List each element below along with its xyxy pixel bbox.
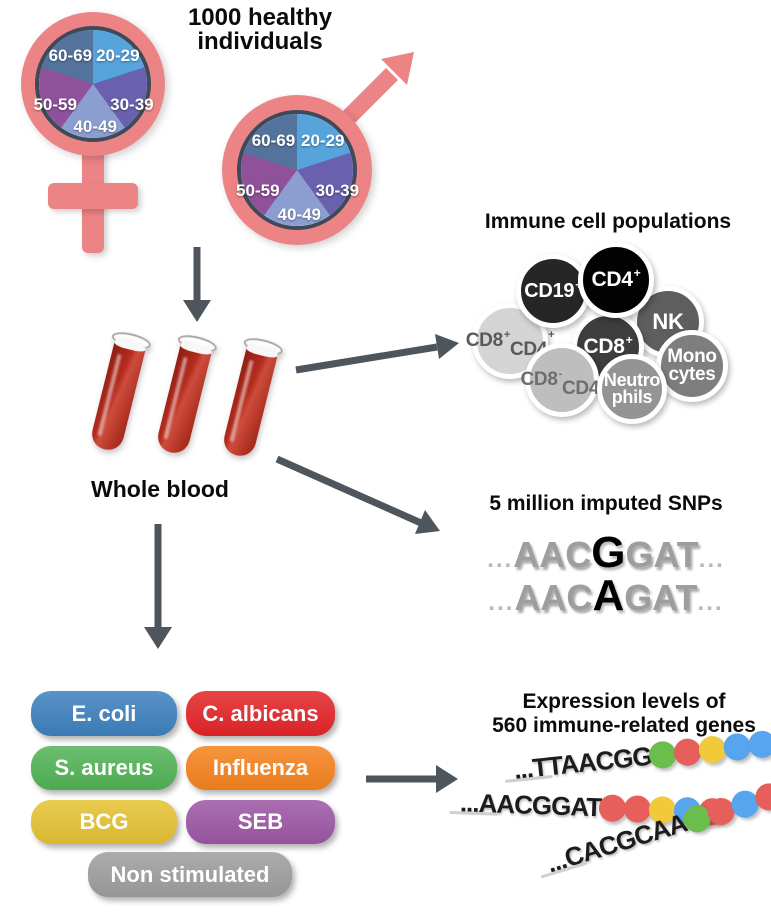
arrowhead bbox=[144, 627, 172, 649]
snp-variant-base: A bbox=[592, 571, 625, 620]
blood-tube-icon bbox=[84, 329, 153, 459]
female-age-pie: 20-29 30-39 40-49 50-59 60-69 bbox=[33, 26, 154, 142]
sequence-ellipsis: ... bbox=[697, 589, 724, 616]
sequence-ellipsis: ... bbox=[698, 546, 725, 573]
immune-cell-circle: Mono cytes bbox=[656, 330, 728, 402]
age-group-label: 50-59 bbox=[33, 94, 77, 114]
immune-cell-circle: CD19+ bbox=[516, 254, 590, 328]
sequence-ellipsis: ... bbox=[488, 589, 515, 616]
arrowhead bbox=[415, 510, 440, 534]
expression-title: Expression levels of 560 immune-related … bbox=[492, 690, 756, 737]
age-group-label: 40-49 bbox=[277, 204, 321, 224]
arrow-blood-to-snps bbox=[275, 455, 423, 527]
stimulus-pill: C. albicans bbox=[186, 691, 335, 736]
blood-tube-icon bbox=[216, 335, 285, 465]
female-cross-horizontal bbox=[48, 183, 138, 209]
expression-dot bbox=[598, 794, 627, 823]
sequence-bases: AAC bbox=[514, 577, 593, 618]
sequence-bases: AAC bbox=[513, 534, 592, 575]
immune-cell-circle: CD8-CD4- bbox=[521, 343, 604, 417]
stimulus-pill: Non stimulated bbox=[88, 852, 292, 897]
arrowhead bbox=[183, 300, 211, 322]
immune-cell-circle: Neutro phils bbox=[597, 354, 667, 424]
male-age-pie: 20-29 30-39 40-49 50-59 60-69 bbox=[236, 110, 360, 230]
expression-dot bbox=[672, 737, 703, 768]
age-group-label: 40-49 bbox=[73, 117, 117, 137]
age-group-label: 60-69 bbox=[48, 45, 93, 65]
stimulus-pill: S. aureus bbox=[31, 746, 177, 790]
male-symbol-arrow bbox=[333, 52, 414, 133]
sequence-ellipsis: ... bbox=[487, 546, 514, 573]
stimulus-pill: E. coli bbox=[31, 691, 177, 736]
expression-dot bbox=[747, 729, 771, 760]
arrowhead bbox=[435, 334, 459, 359]
immune-cell-circle: CD4 + bbox=[578, 242, 654, 318]
whole-blood-label: Whole blood bbox=[91, 476, 229, 502]
sequence-bases: GAT bbox=[625, 534, 699, 575]
stimulus-pill: SEB bbox=[186, 800, 335, 844]
age-group-label: 60-69 bbox=[251, 130, 296, 150]
gene-expression-row: ...CACGCAA bbox=[533, 771, 771, 882]
stimulus-pill: BCG bbox=[31, 800, 177, 844]
snp-variant-base: G bbox=[591, 528, 626, 577]
age-group-label: 30-39 bbox=[315, 181, 360, 201]
snp-title: 5 million imputed SNPs bbox=[489, 492, 723, 515]
age-group-label: 20-29 bbox=[301, 130, 345, 150]
blood-tube-icon bbox=[150, 332, 219, 462]
sequence-bases: GAT bbox=[624, 577, 698, 618]
page-title: 1000 healthy individuals bbox=[187, 4, 333, 55]
expression-dot bbox=[697, 734, 728, 765]
immune-title: Immune cell populations bbox=[484, 210, 732, 233]
age-group-label: 20-29 bbox=[96, 45, 140, 65]
stimulus-pill: Influenza bbox=[186, 746, 335, 790]
gene-sequence: ...AACGGAT bbox=[459, 787, 602, 823]
snp-sequence: ...AACGGAT... bbox=[448, 528, 764, 578]
age-group-label: 30-39 bbox=[110, 94, 154, 114]
expression-dot bbox=[722, 732, 753, 762]
age-group-label: 50-59 bbox=[236, 181, 280, 201]
arrow-blood-to-cells bbox=[295, 343, 438, 374]
snp-sequence: ...AACAGAT... bbox=[448, 571, 764, 621]
